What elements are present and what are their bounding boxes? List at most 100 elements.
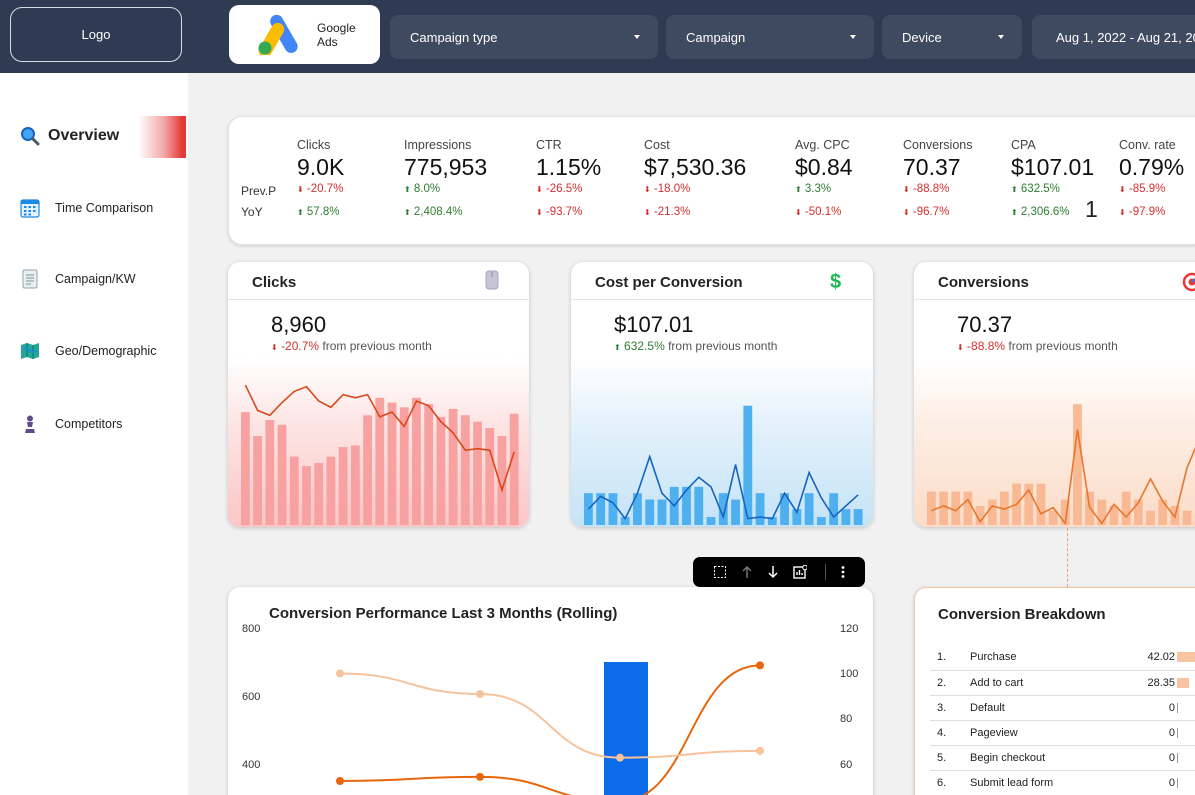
kpi-yoy-delta: ⬇ -21.3%	[644, 206, 690, 218]
table-row[interactable]: 5. Begin checkout 0	[930, 745, 1195, 771]
chess-pawn-icon	[20, 414, 40, 434]
trend-line	[931, 429, 1195, 526]
kpi-value: $7,530.36	[644, 154, 747, 180]
bar	[265, 420, 275, 525]
sidebar-item-geo-demographic[interactable]: Geo/Demographic	[20, 341, 156, 361]
kpi-prev-value: -18.0%	[653, 183, 691, 195]
table-row[interactable]: 6. Submit lead form 0	[930, 770, 1195, 795]
breakdown-title: Conversion Breakdown	[938, 606, 1106, 623]
table-row[interactable]: 1. Purchase 42.02	[930, 645, 1195, 671]
kpi-value: 9.0K	[297, 154, 345, 180]
google-ads-label: Google Ads	[317, 20, 356, 49]
kpi-yoy-value: 57.8%	[306, 206, 340, 218]
kpi-yoy-delta: ⬇ -50.1%	[795, 206, 841, 218]
date-range-picker[interactable]: Aug 1, 2022 - Aug 21, 2022	[1032, 15, 1195, 59]
sidebar-item-overview[interactable]: Overview	[20, 126, 119, 146]
kpi-value-extra: 1	[1085, 196, 1098, 222]
scorecard-conversions[interactable]: Conversions 70.37 ⬇ -88.8% from previous m…	[914, 262, 1195, 527]
table-row[interactable]: 2. Add to cart 28.35	[930, 670, 1195, 696]
row-index: 6.	[930, 770, 970, 795]
logo-placeholder[interactable]: Logo	[10, 7, 182, 62]
right-axis-tick: 60	[840, 759, 853, 771]
kpi-cost: Cost $7,530.36 ⬇ -18.0% ⬇ -21.3%	[644, 138, 747, 218]
bar	[253, 435, 263, 525]
arrow-down-icon[interactable]	[767, 565, 779, 579]
arrow-down-icon: ⬇	[1119, 185, 1126, 194]
bar	[375, 397, 385, 525]
card-delta: ⬇ -88.8% from previous month	[957, 339, 1118, 353]
sidebar-item-competitors[interactable]: Competitors	[20, 414, 122, 434]
bar	[1073, 404, 1082, 525]
conversion-performance-chart[interactable]: Conversion Performance Last 3 Months (Ro…	[228, 587, 873, 795]
table-row[interactable]: 3. Default 0	[930, 695, 1195, 721]
row-bar	[1177, 677, 1189, 688]
arrow-up-icon[interactable]	[741, 565, 753, 579]
bar	[424, 404, 434, 525]
bar	[1024, 483, 1034, 525]
arrow-down-icon: ⬇	[297, 185, 304, 194]
row-bar	[1177, 727, 1178, 738]
bar	[277, 424, 287, 525]
sidebar-item-campaign-kw[interactable]: Campaign/KW	[20, 269, 136, 289]
arrow-down-icon: ⬇	[644, 208, 651, 217]
table-row[interactable]: 4. Pageview 0	[930, 720, 1195, 746]
row-bar-cell	[1175, 670, 1195, 696]
bar	[338, 447, 348, 525]
kpi-cpa: CPA $107.01 1 ⬆ 632.5% ⬆ 2,306.6%	[1011, 138, 1098, 222]
row-index: 2.	[930, 670, 970, 696]
row-bar-cell	[1175, 695, 1195, 721]
breakdown-table: 1. Purchase 42.02 2. Add to cart 28.35 3. Defau…	[930, 645, 1195, 795]
right-axis-tick: 100	[840, 668, 859, 680]
sidebar-item-label: Geo/Demographic	[55, 344, 157, 358]
sidebar-item-label: Time Comparison	[55, 201, 154, 215]
row-bar	[1177, 652, 1195, 663]
device-filter[interactable]: Device	[882, 15, 1022, 59]
google-ads-icon	[258, 14, 298, 55]
kpi-avg-cpc: Avg. CPC $0.84 ⬆ 3.3% ⬇ -50.1%	[795, 138, 853, 218]
card-delta: ⬇ -20.7% from previous month	[271, 339, 432, 353]
kpi-impressions: Impressions 775,953 ⬆ 8.0% ⬆ 2,408.4%	[404, 138, 487, 218]
scorecard-cost-per-conversion[interactable]: Cost per Conversion $ $107.01 ⬆ 632.5% from…	[571, 262, 873, 527]
row-value: 0	[1105, 720, 1175, 746]
card-title: Clicks	[252, 274, 297, 291]
bar	[963, 491, 973, 525]
bar	[767, 517, 777, 525]
bar	[302, 466, 311, 525]
bar	[326, 456, 336, 525]
card-sparkline-chart	[571, 358, 873, 527]
card-value: $107.01	[614, 312, 694, 337]
kpi-scorecard-strip: Prev.P YoY Clicks 9.0K ⬇ -20.7% ⬆ 57.8% Impr…	[228, 116, 1195, 245]
toolbar-divider	[825, 564, 826, 580]
scorecard-clicks[interactable]: Clicks 8,960 ⬇ -20.7% from previous month	[228, 262, 529, 527]
chart-add-icon[interactable]	[793, 565, 807, 579]
select-icon[interactable]	[713, 565, 727, 579]
card-title: Conversions	[938, 274, 1029, 291]
card-delta-value: -20.7%	[281, 339, 320, 353]
kpi-conversions: Conversions 70.37 ⬇ -88.8% ⬇ -96.7%	[903, 138, 972, 218]
more-vert-icon[interactable]	[840, 565, 846, 579]
campaign-filter[interactable]: Campaign	[666, 15, 874, 59]
dollar-icon: $	[829, 270, 843, 297]
sidebar-item-label: Overview	[48, 127, 120, 144]
campaign-type-filter[interactable]: Campaign type	[390, 15, 658, 59]
bar	[1048, 510, 1058, 525]
date-range-label: Aug 1, 2022 - Aug 21, 2022	[1056, 29, 1195, 45]
sidebar-item-time-comparison[interactable]: Time Comparison	[20, 198, 153, 218]
left-axis-tick: 400	[242, 759, 261, 771]
kpi-prev-delta: ⬇ -26.5%	[536, 183, 582, 195]
bar	[951, 491, 961, 525]
top-bar: Logo Google Ads Campaign type Campaign D…	[0, 0, 1195, 73]
perf-point	[336, 669, 344, 678]
arrow-down-icon: ⬇	[536, 208, 543, 217]
svg-text:$: $	[830, 271, 841, 292]
kpi-yoy-value: 2,306.6%	[1020, 206, 1070, 218]
bar	[829, 493, 839, 525]
kpi-label: Clicks	[297, 138, 331, 152]
bar	[927, 491, 936, 525]
chart-title: Conversion Performance Last 3 Months (Ro…	[269, 605, 618, 622]
kpi-yoy-value: 2,408.4%	[413, 206, 463, 218]
bar	[412, 397, 421, 525]
kpi-yoy-value: -96.7%	[912, 206, 950, 218]
kpi-prev-delta: ⬆ 3.3%	[795, 183, 831, 195]
arrow-up-icon: ⬆	[1011, 208, 1018, 217]
